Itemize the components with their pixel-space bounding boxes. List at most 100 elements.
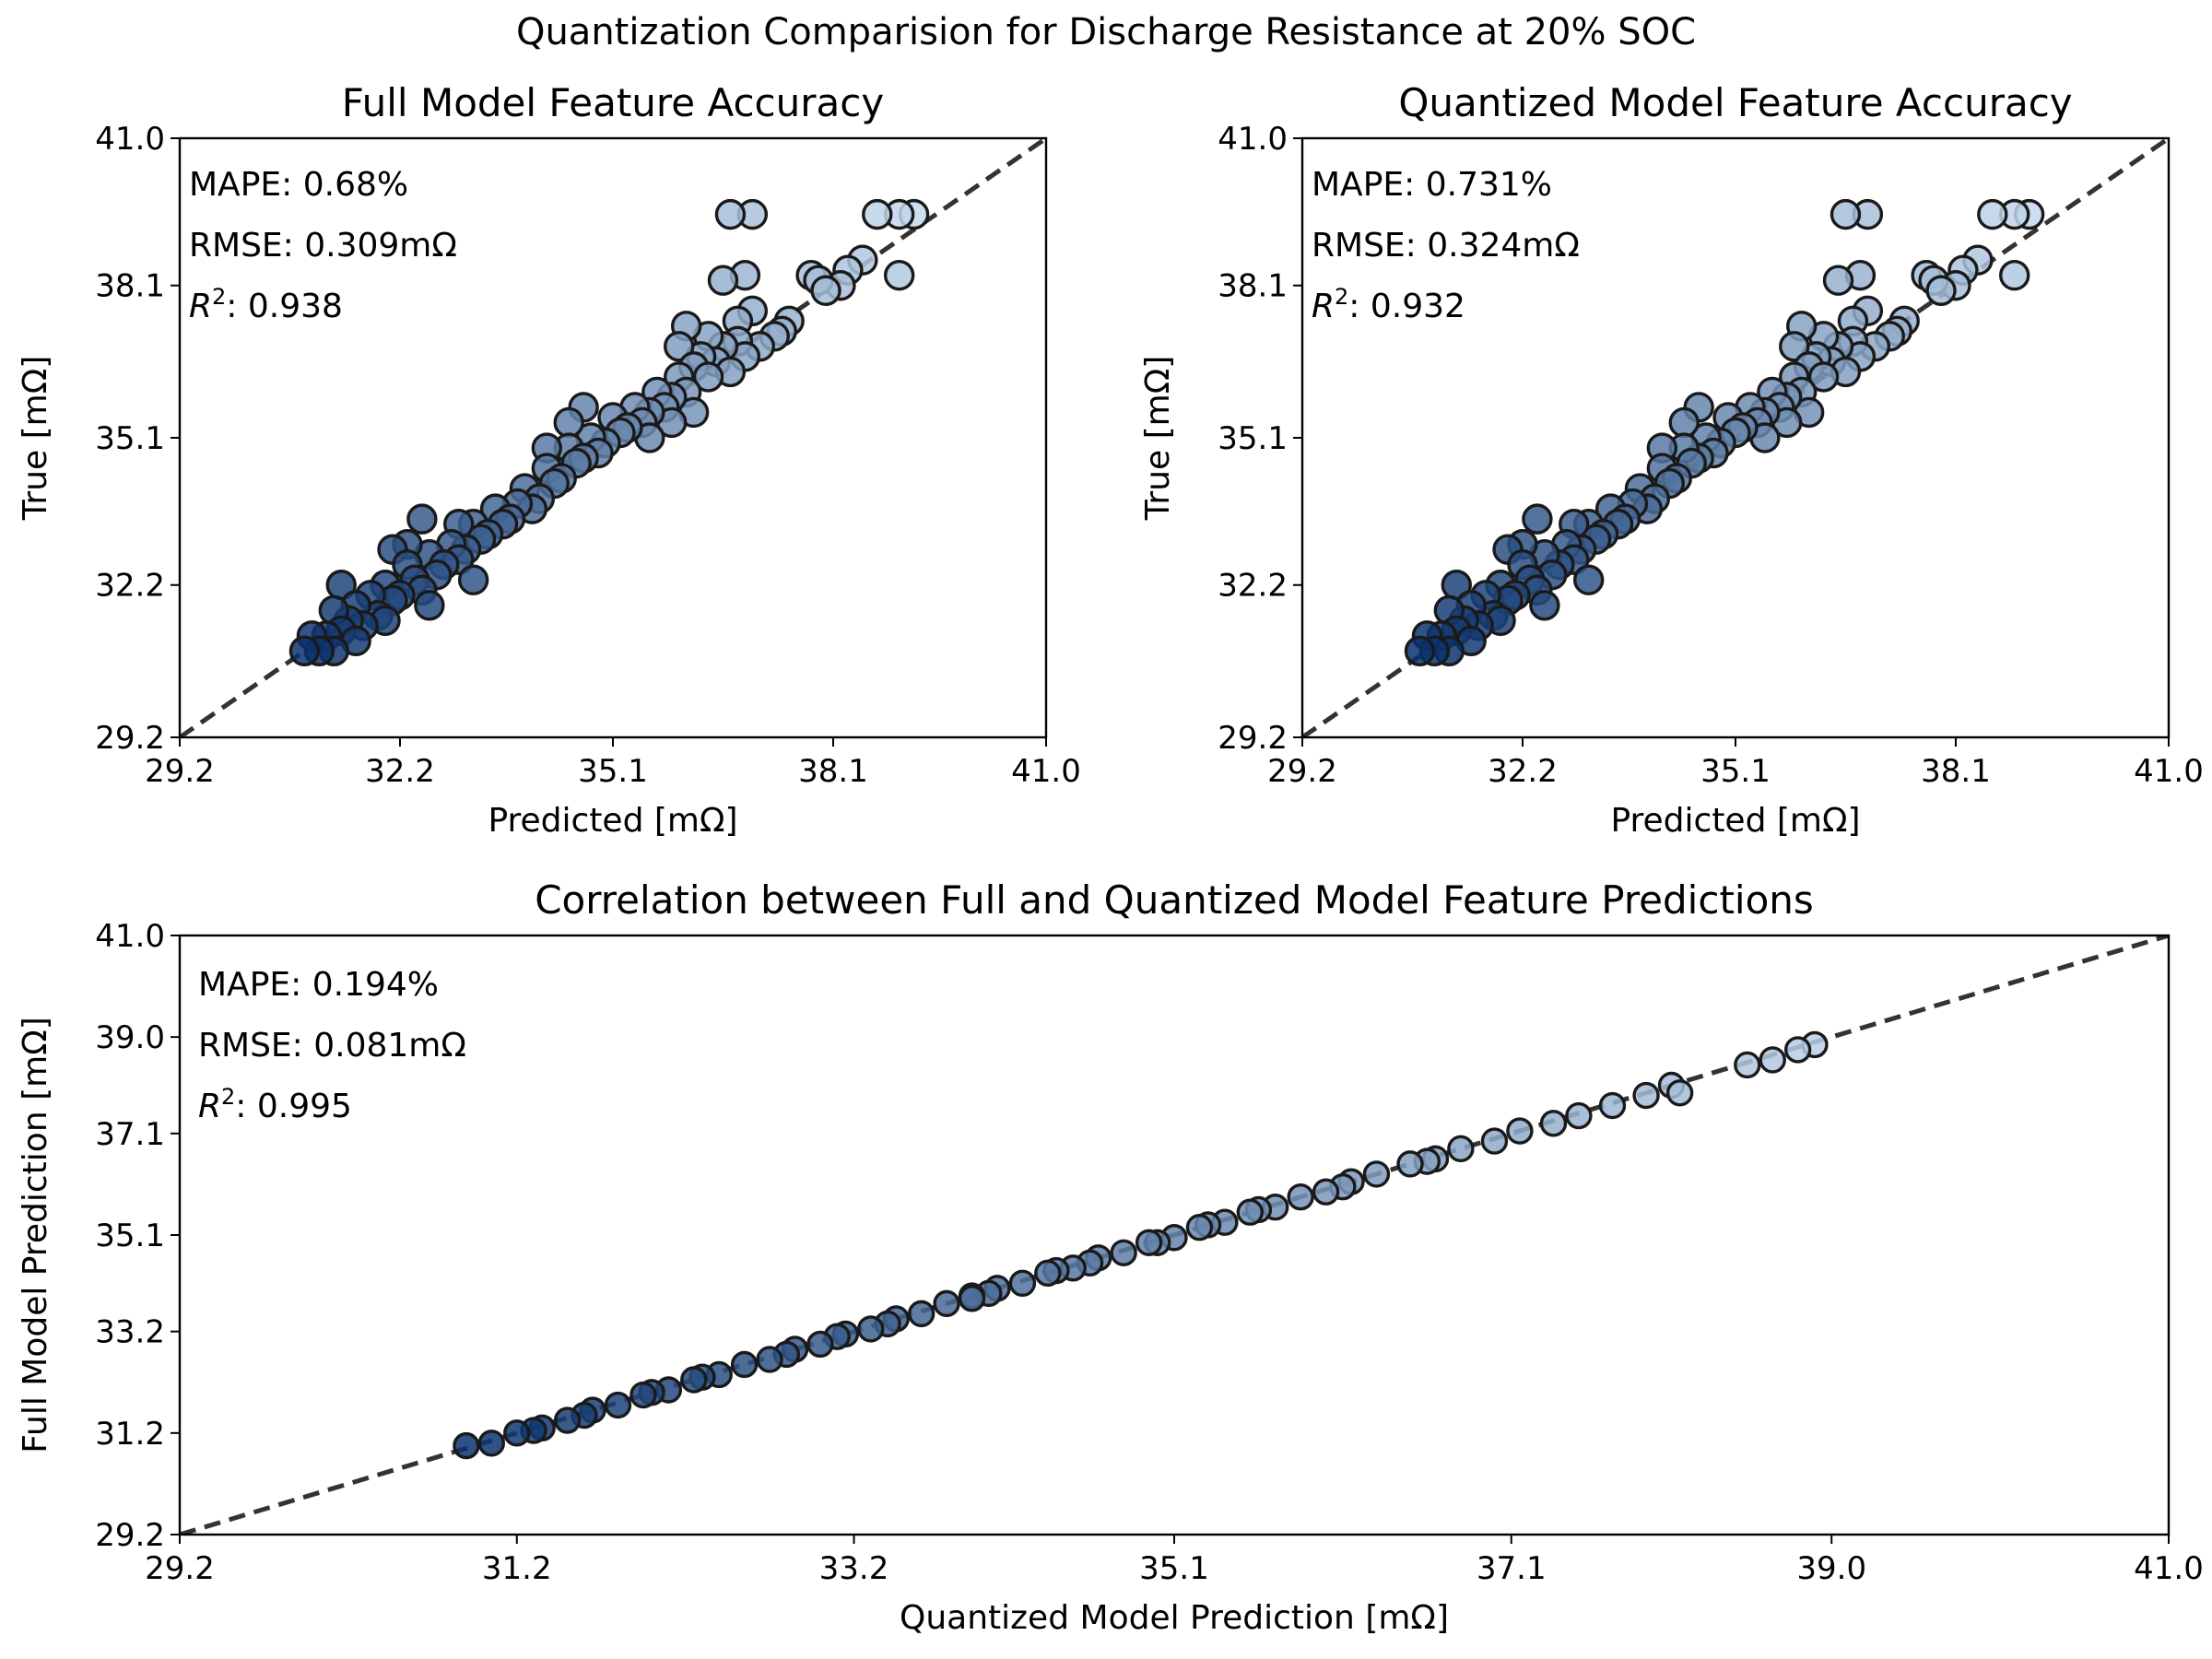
y-tick-label: 38.1	[1218, 268, 1288, 305]
rmse-annotation: RMSE: 0.324mΩ	[1312, 227, 1580, 265]
scatter-point	[862, 198, 893, 230]
y-axis-label: True [mΩ]	[1139, 356, 1177, 522]
full-model-accuracy-panel: Full Model Feature Accuracy 29.2 32.2 35.1 3…	[17, 80, 1081, 840]
r-squared-annotation: R2: 0.938	[189, 284, 343, 325]
scatter-point	[1529, 590, 1560, 621]
y-tick-label: 39.0	[95, 1019, 165, 1056]
scatter-point	[604, 1391, 632, 1419]
scatter-point	[1572, 564, 1605, 595]
x-tick-label: 31.2	[482, 1550, 552, 1587]
x-tick-label: 29.2	[145, 753, 215, 790]
scatter-point	[1779, 331, 1810, 362]
mape-annotation: MAPE: 0.194%	[198, 966, 439, 1004]
y-tick-label: 38.1	[95, 268, 165, 305]
full-vs-quantized-correlation-panel: Correlation between Full and Quantized M…	[17, 877, 2204, 1637]
scatter-point	[1312, 1178, 1340, 1206]
y-tick-label: 37.1	[95, 1116, 165, 1153]
y-axis-label: Full Model Prediction [mΩ]	[17, 1017, 54, 1453]
x-tick-label: 41.0	[2134, 753, 2204, 790]
scatter-point	[810, 275, 841, 306]
scatter-point	[730, 1350, 759, 1379]
scatter-point	[692, 361, 724, 393]
y-tick-label: 33.2	[95, 1314, 165, 1351]
panel-title: Correlation between Full and Quantized M…	[535, 877, 1814, 923]
scatter-point	[1977, 198, 2008, 230]
scatter-point	[503, 1419, 531, 1447]
scatter-point	[1598, 1091, 1627, 1120]
panel-title: Full Model Feature Accuracy	[342, 80, 884, 125]
x-tick-label: 29.2	[1267, 753, 1337, 790]
scatter-point	[1807, 361, 1840, 393]
x-tick-label: 29.2	[145, 1550, 215, 1587]
scatter-point	[933, 1289, 960, 1318]
panel-title: Quantized Model Feature Accuracy	[1398, 80, 2072, 125]
scatter-point	[1668, 406, 1700, 439]
plot-area	[180, 935, 2169, 1535]
scatter-point	[707, 265, 739, 296]
mape-annotation: MAPE: 0.68%	[189, 166, 408, 204]
scatter-point	[1506, 1117, 1534, 1145]
y-tick-label: 41.0	[1218, 121, 1288, 158]
y-tick-label: 31.2	[95, 1416, 165, 1453]
scatter-point	[806, 1330, 834, 1359]
x-tick-label: 35.1	[578, 753, 648, 790]
r-squared-value: : 0.932	[1348, 288, 1465, 325]
x-tick-label: 39.0	[1796, 1550, 1866, 1587]
scatter-point	[1734, 1051, 1761, 1079]
scatter-point	[1480, 1127, 1509, 1155]
scatter-point	[857, 1315, 885, 1343]
scatter-point	[288, 635, 321, 667]
scatter-point	[1565, 1101, 1593, 1130]
scatter-point	[1783, 1036, 1812, 1064]
x-tick-label: 41.0	[2134, 1550, 2204, 1587]
scatter-point	[1830, 198, 1862, 230]
scatter-point	[1759, 1046, 1786, 1074]
plot-area	[1302, 138, 2169, 737]
r-squared-annotation: R2: 0.995	[198, 1084, 352, 1125]
r-squared-value: : 0.938	[226, 288, 343, 325]
scatter-point	[1404, 635, 1436, 667]
scatter-point	[1999, 260, 2030, 291]
r-squared-symbol: R	[198, 1088, 221, 1125]
r-squared-symbol: R	[189, 288, 212, 325]
mape-annotation: MAPE: 0.731%	[1312, 166, 1552, 204]
scatter-point	[1287, 1182, 1314, 1211]
scatter-point	[1665, 1079, 1694, 1107]
scatter-point	[756, 1346, 783, 1373]
x-tick-label: 32.2	[1488, 753, 1558, 790]
scatter-point	[907, 1300, 935, 1328]
scatter-point	[1396, 1150, 1424, 1178]
y-tick-label: 29.2	[1218, 720, 1288, 757]
y-tick-label: 29.2	[95, 720, 165, 757]
x-tick-label: 41.0	[1011, 753, 1081, 790]
x-tick-label: 32.2	[365, 753, 435, 790]
quantized-model-accuracy-panel: Quantized Model Feature Accuracy 29.2 32.2…	[1139, 80, 2204, 840]
scatter-point	[1539, 1110, 1568, 1137]
r-squared-exponent: 2	[212, 284, 226, 310]
r-squared-value: : 0.995	[235, 1088, 352, 1125]
scatter-point	[1034, 1259, 1062, 1288]
scatter-point	[453, 1431, 480, 1460]
scatter-point	[958, 1285, 986, 1312]
scatter-point	[1822, 265, 1854, 296]
scatter-point	[1110, 1239, 1137, 1266]
scatter-point	[1236, 1198, 1264, 1226]
scatter-point	[1447, 1135, 1475, 1163]
y-tick-label: 41.0	[95, 121, 165, 158]
scatter-point	[714, 198, 747, 230]
scatter-point	[1522, 503, 1553, 535]
scatter-point	[457, 564, 489, 595]
x-tick-label: 38.1	[1921, 753, 1991, 790]
x-tick-label: 35.1	[1139, 1550, 1209, 1587]
scatter-point	[1135, 1229, 1163, 1256]
r-squared-exponent: 2	[1335, 284, 1348, 310]
x-axis-label: Quantized Model Prediction [mΩ]	[900, 1599, 1449, 1637]
x-tick-label: 33.2	[819, 1550, 889, 1587]
plot-area	[180, 138, 1046, 737]
scatter-point	[1185, 1214, 1214, 1241]
y-tick-label: 35.1	[95, 1218, 165, 1254]
scatter-point	[553, 1406, 582, 1434]
scatter-point	[553, 406, 584, 439]
rmse-annotation: RMSE: 0.081mΩ	[198, 1027, 466, 1065]
